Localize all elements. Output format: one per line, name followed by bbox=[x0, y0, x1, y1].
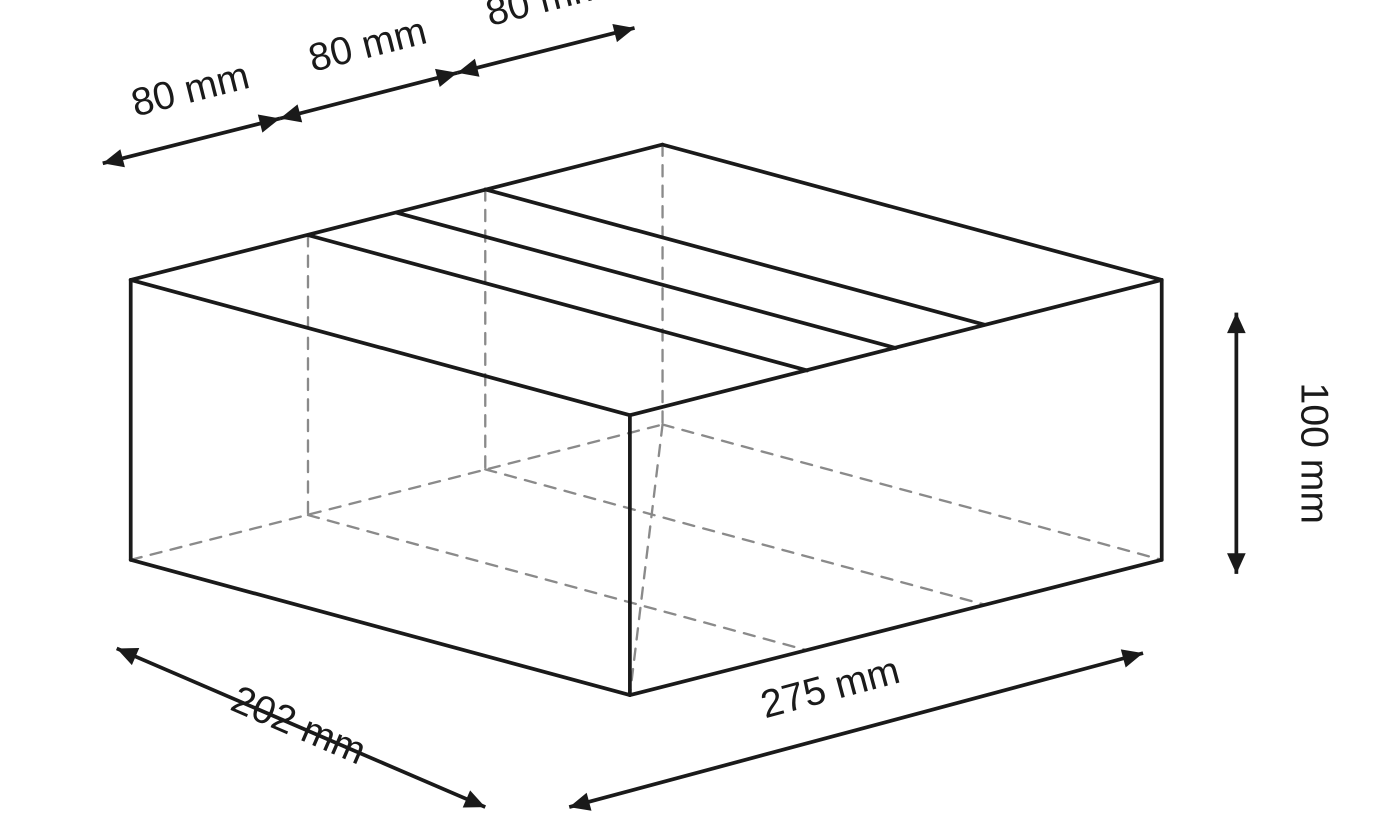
dimension-label-height: 100 mm bbox=[1293, 383, 1336, 525]
dimension-label-width: 275 mm bbox=[756, 649, 904, 727]
dimension-label-seg2: 80 mm bbox=[304, 10, 431, 81]
technical-drawing: 80 mm 80 mm 80 mm 202 mm 275 mm 100 mm bbox=[0, 0, 1396, 836]
dimension-label-seg1: 80 mm bbox=[127, 54, 254, 125]
dimension-label-seg3: 80 mm bbox=[482, 0, 609, 35]
dimension-label-depth: 202 mm bbox=[225, 678, 372, 773]
